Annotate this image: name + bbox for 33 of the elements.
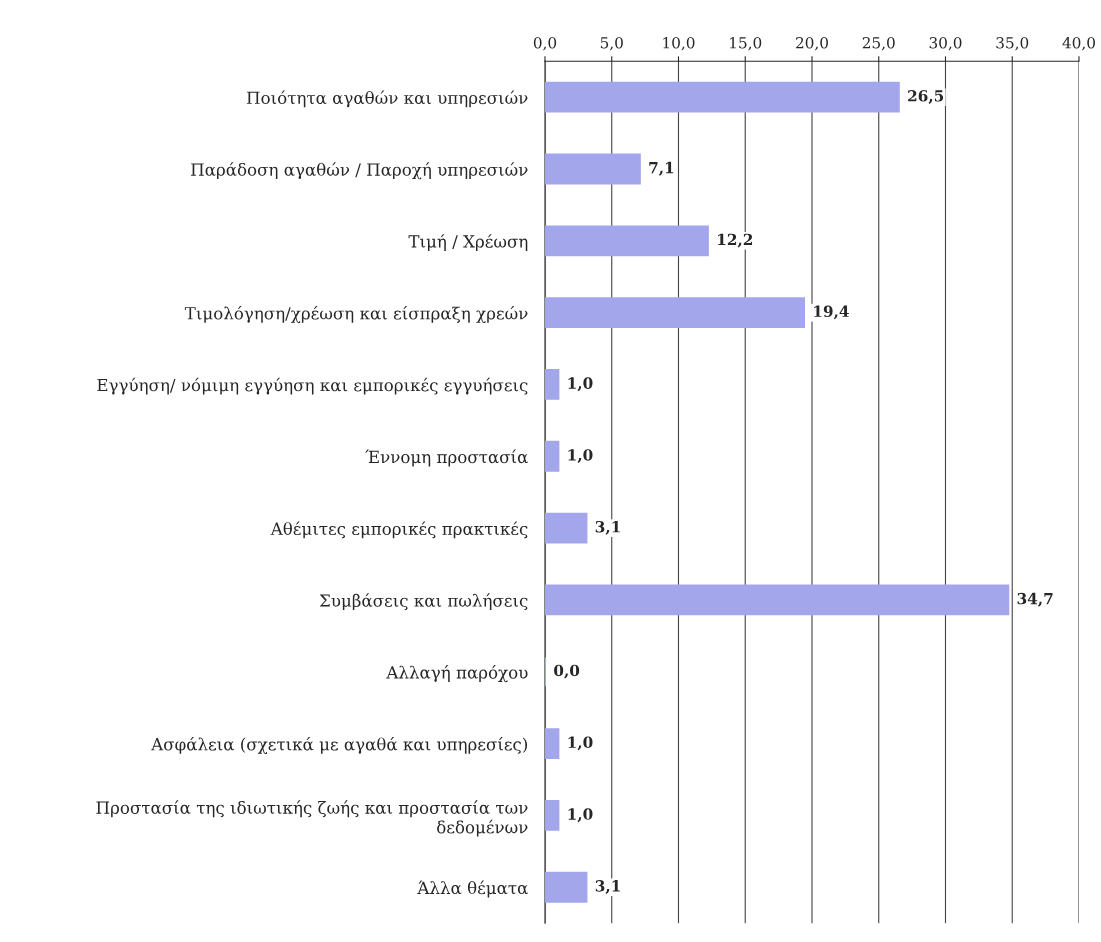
x-tick-label: 0,0 — [533, 36, 557, 51]
data-label: 1,0 — [568, 449, 593, 464]
data-label: 3,1 — [595, 520, 620, 535]
data-label: 3,1 — [595, 880, 620, 894]
y-tick-label: Έννομη προστασία — [365, 449, 528, 467]
y-tick-label: Προστασία της ιδιωτικής ζωής και προστασία των δεδομένων — [96, 800, 528, 837]
data-label: 1,0 — [568, 736, 593, 751]
x-tick-label: 15,0 — [730, 36, 762, 51]
y-tick-label: Άλλα θέματα — [417, 880, 528, 898]
data-label: 26,5 — [908, 90, 944, 104]
x-tick-label: 25,0 — [862, 36, 895, 51]
x-tick-label: 30,0 — [929, 36, 962, 51]
data-label: 7,1 — [649, 161, 674, 176]
data-label: 19,4 — [814, 305, 849, 320]
y-tick-label: Τιμολόγηση/χρέωση και είσπραξη χρεών — [184, 305, 528, 323]
x-tick-label: 35,0 — [996, 36, 1029, 51]
y-tick-label: Παράδοση αγαθών / Παροχή υπηρεσιών — [191, 162, 528, 180]
y-tick-label: Τιμή / Χρέωση — [408, 234, 528, 251]
y-tick-label: Ασφάλεια (σχετικά με αγαθά και υπηρεσίες) — [151, 736, 528, 754]
x-tick-label: 20,0 — [796, 36, 828, 51]
y-tick-label: Αλλαγή παρόχου — [386, 665, 528, 683]
y-tick-label: Αθέμιτες εμπορικές πρακτικές — [270, 521, 528, 539]
y-tick-label: Ποιότητα αγαθών και υπηρεσιών — [246, 90, 528, 108]
data-label: 12,2 — [718, 233, 753, 248]
x-tick-label: 40,0 — [1062, 36, 1095, 51]
data-label: 1,0 — [568, 377, 593, 392]
data-label: 1,0 — [568, 808, 593, 823]
data-label: 0,0 — [554, 664, 580, 679]
x-tick-label: 10,0 — [663, 36, 695, 51]
x-tick-label: 5,0 — [600, 36, 623, 51]
data-label: 34,7 — [1017, 592, 1053, 607]
y-tick-label: Συμβάσεις και πωλήσεις — [319, 593, 528, 611]
y-tick-label: Εγγύηση/ νόμιμη εγγύηση και εμπορικές εγγυήσεις — [97, 377, 528, 395]
